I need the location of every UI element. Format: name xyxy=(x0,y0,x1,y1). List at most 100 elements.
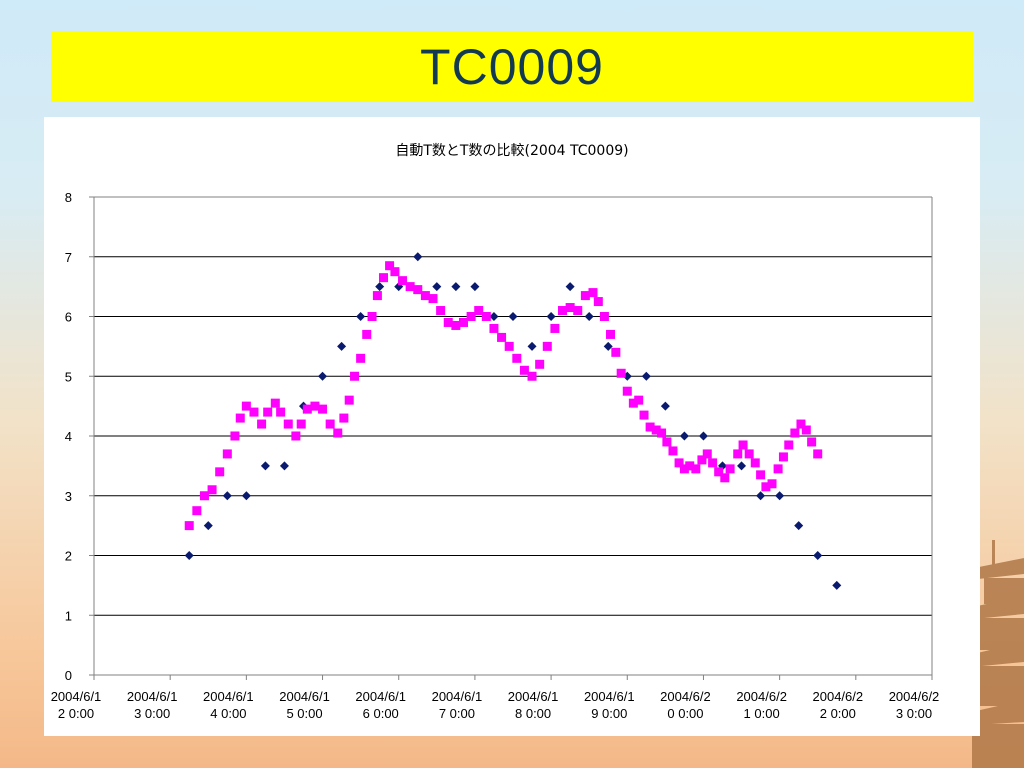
x-tick-label: 2004/6/1 6 0:00 xyxy=(355,689,406,721)
square-point xyxy=(283,419,293,429)
square-point xyxy=(344,395,354,405)
diamond-point xyxy=(184,551,194,560)
y-tick-label: 1 xyxy=(65,608,72,623)
square-point xyxy=(606,329,616,339)
diamond-point xyxy=(546,312,556,321)
diamond-point xyxy=(660,401,670,411)
x-tick-label: 2004/6/2 3 0:00 xyxy=(889,689,940,721)
gridlines xyxy=(94,196,932,616)
square-point xyxy=(199,491,209,501)
square-point xyxy=(489,323,499,333)
square-point xyxy=(390,267,400,277)
square-point xyxy=(744,449,754,459)
y-tick-label: 8 xyxy=(65,190,72,205)
square-point xyxy=(679,464,689,474)
square-point xyxy=(413,285,423,295)
data-series xyxy=(184,252,842,590)
square-point xyxy=(651,425,661,435)
square-point xyxy=(668,446,678,456)
diamond-point xyxy=(603,341,613,351)
square-point xyxy=(535,359,545,369)
square-point xyxy=(296,419,306,429)
square-point xyxy=(639,410,649,420)
square-point xyxy=(276,407,286,417)
square-point xyxy=(542,341,552,351)
diamond-point xyxy=(794,521,804,531)
square-point xyxy=(333,428,343,438)
square-point xyxy=(249,407,259,417)
x-tick-label: 2004/6/2 0 0:00 xyxy=(660,689,711,721)
chart-title: 自動T数とT数の比較(2004 TC0009) xyxy=(395,143,628,159)
x-tick-label: 2004/6/1 9 0:00 xyxy=(584,689,635,721)
x-tick-label: 2004/6/2 2 0:00 xyxy=(813,689,864,721)
y-tick-label: 7 xyxy=(65,250,72,265)
diamond-point xyxy=(679,431,689,441)
diamond-point xyxy=(318,371,328,381)
diamond-point xyxy=(756,491,766,501)
x-axis-tick-labels: 2004/6/1 2 0:00 2004/6/1 3 0:00 2004/6/1 4 0:… xyxy=(51,689,940,721)
square-point xyxy=(192,506,202,516)
square-point xyxy=(378,273,388,283)
square-point xyxy=(235,413,245,423)
square-point xyxy=(720,473,730,483)
square-point xyxy=(270,398,280,408)
x-tick-label: 2004/6/1 2 0:00 xyxy=(51,689,102,721)
diamond-point xyxy=(775,491,785,501)
square-point xyxy=(466,312,476,321)
square-point xyxy=(714,467,724,477)
square-point xyxy=(428,294,438,304)
axes xyxy=(89,196,933,680)
diamond-point xyxy=(832,580,842,590)
square-point xyxy=(339,413,349,423)
square-point xyxy=(580,291,590,301)
y-tick-label: 2 xyxy=(65,549,72,564)
diamond-point xyxy=(203,521,213,531)
x-tick-label: 2004/6/1 5 0:00 xyxy=(279,689,330,721)
square-point xyxy=(497,332,507,342)
square-point xyxy=(801,425,811,435)
square-point xyxy=(527,371,537,381)
slide-title: TC0009 xyxy=(420,38,604,95)
diamond-point xyxy=(527,341,537,351)
chart-panel: 自動T数とT数の比較(2004 TC0009) 0 1 2 3 4 5 6 7 8 2004/6… xyxy=(44,117,980,736)
diamond-point xyxy=(584,312,594,321)
square-point xyxy=(184,521,194,531)
diamond-point xyxy=(432,282,442,292)
square-point xyxy=(420,291,430,301)
square-point xyxy=(773,464,783,474)
square-point xyxy=(504,341,514,351)
square-point xyxy=(645,422,655,432)
square-point xyxy=(708,458,718,468)
square-point xyxy=(767,479,777,489)
square-point xyxy=(725,464,735,474)
square-point xyxy=(451,320,461,330)
square-point xyxy=(230,431,240,441)
square-point xyxy=(697,455,707,465)
square-point xyxy=(257,419,267,429)
diamond-point xyxy=(375,282,385,292)
square-point xyxy=(310,401,320,411)
square-point xyxy=(756,470,766,480)
square-point xyxy=(519,365,529,375)
square-point xyxy=(558,306,568,316)
square-point xyxy=(573,306,583,316)
square-point xyxy=(622,386,632,396)
square-point xyxy=(685,461,695,471)
square-point xyxy=(790,428,800,438)
square-point xyxy=(616,368,626,378)
diamond-point xyxy=(737,461,747,471)
diamond-point xyxy=(565,282,575,292)
square-point xyxy=(398,276,408,286)
square-point xyxy=(405,282,415,292)
square-point xyxy=(350,371,360,381)
square-point xyxy=(385,261,395,271)
diamond-point xyxy=(698,431,708,441)
square-point xyxy=(784,440,794,450)
square-point xyxy=(372,291,382,301)
x-tick-label: 2004/6/2 1 0:00 xyxy=(736,689,787,721)
square-point xyxy=(733,449,743,459)
square-point xyxy=(691,464,701,474)
square-point xyxy=(443,317,453,327)
square-point xyxy=(807,437,817,447)
square-point xyxy=(550,323,560,333)
